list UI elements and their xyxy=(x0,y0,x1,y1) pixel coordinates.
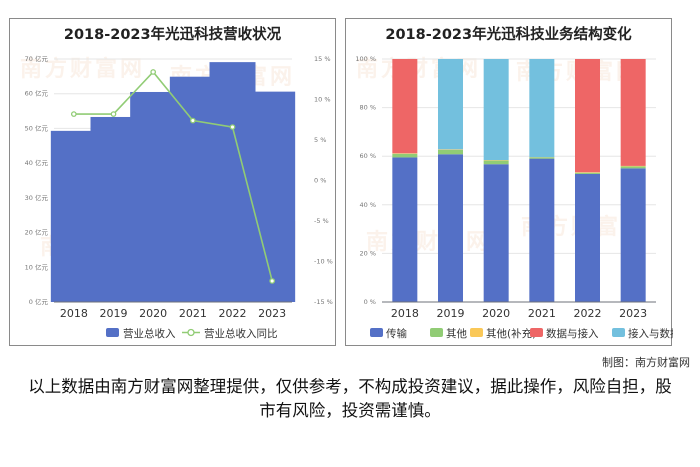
right-axis-tick-label: -5 % xyxy=(314,217,329,225)
stacked-bar-segment xyxy=(438,154,463,302)
stacked-bar-segment xyxy=(620,166,646,169)
x-tick-label: 2018 xyxy=(391,307,419,320)
left-axis-tick-label: 70 亿元 xyxy=(25,54,49,63)
yoy-line xyxy=(73,70,273,282)
legend-label: 营业总收入 xyxy=(123,327,176,340)
stacked-bar-segment xyxy=(438,59,463,150)
stacked-bar-segment xyxy=(529,157,555,159)
right-axis-tick-label: 15 % xyxy=(314,55,331,63)
revenue-bar xyxy=(169,76,216,302)
y-axis-tick-label: 40 % xyxy=(359,201,376,209)
right-axis-tick-label: -10 % xyxy=(314,258,333,266)
right-axis-tick-label: 0 % xyxy=(314,177,326,185)
x-tick-label: 2019 xyxy=(437,307,465,320)
right-axis-tick-label: -15 % xyxy=(314,298,333,306)
y-axis-tick-label: 60 % xyxy=(359,152,376,160)
left-axis-tick-label: 40 亿元 xyxy=(25,158,49,167)
yoy-point xyxy=(70,111,77,117)
y-axis-tick-label: 100 % xyxy=(355,55,376,63)
left-axis-tick-label: 50 亿元 xyxy=(25,123,49,132)
legend-label: 其他(补充) xyxy=(486,327,536,340)
stacked-bar-segment xyxy=(575,172,600,174)
legend-swatch-revenue xyxy=(106,328,119,337)
x-tick-label: 2022 xyxy=(219,307,247,320)
stacked-bar-segment xyxy=(392,153,418,158)
stacked-bar-segment xyxy=(483,160,509,165)
legend-label: 数据与接入 xyxy=(546,327,599,340)
stacked-bar-segment xyxy=(575,59,600,173)
disclaimer-text: 以上数据由南方财富网整理提供，仅供参考，不构成投资建议，据此操作，风险自担，股市… xyxy=(28,377,672,420)
legend-label: 营业总收入同比 xyxy=(204,327,278,340)
legend-label: 传输 xyxy=(386,327,407,340)
revenue-chart-panel: 2018-2023年光迅科技营收状况 南方财富网 南方财富网 南方财富网 南方财… xyxy=(9,18,336,346)
right-axis-tick-label: 10 % xyxy=(314,96,331,104)
business-structure-chart-title: 2018-2023年光迅科技业务结构变化 xyxy=(385,27,632,43)
yoy-point xyxy=(150,69,157,75)
chart-credit: 制图：南方财富网 xyxy=(602,356,690,369)
revenue-bar xyxy=(209,62,256,303)
x-tick-label: 2021 xyxy=(528,307,556,320)
x-tick-label: 2023 xyxy=(258,307,286,320)
legend-swatch xyxy=(430,328,443,337)
revenue-bar xyxy=(90,116,137,302)
yoy-point xyxy=(110,111,117,117)
right-axis-tick-label: 5 % xyxy=(314,136,326,144)
stacked-bar-segment xyxy=(483,59,509,161)
x-tick-label: 2021 xyxy=(179,307,207,320)
legend-swatch xyxy=(530,328,543,337)
left-axis-tick-label: 10 亿元 xyxy=(25,262,49,271)
stacked-bar-segment xyxy=(438,149,463,155)
legend-label: 接入与数据 xyxy=(628,327,673,340)
legend-swatch xyxy=(470,328,483,337)
revenue-bar xyxy=(249,91,296,302)
y-axis-tick-label: 0 % xyxy=(364,298,376,306)
legend-label: 其他 xyxy=(446,327,467,340)
yoy-point xyxy=(269,278,276,284)
x-tick-label: 2018 xyxy=(60,307,88,320)
x-tick-label: 2019 xyxy=(100,307,128,320)
x-tick-label: 2020 xyxy=(482,307,510,320)
x-tick-label: 2023 xyxy=(619,307,647,320)
revenue-bar xyxy=(50,130,97,302)
stacked-bar-segment xyxy=(529,59,555,158)
stacked-bar-segment xyxy=(392,157,418,302)
stacked-bar-segment xyxy=(575,173,600,302)
stacked-bar-segment xyxy=(483,164,509,302)
revenue-chart-svg: 0 亿元 10 亿元 20 亿元 30 亿元 40 亿元 50 亿元 60 亿元 70 亿元 -… xyxy=(25,54,333,340)
business-structure-chart-svg: 0 % 20 % 40 % 60 % 80 % 100 % 2018 2019 2020 2021… xyxy=(355,55,673,340)
yoy-point xyxy=(189,117,196,124)
y-axis-tick-label: 80 % xyxy=(359,104,376,112)
left-axis-tick-label: 20 亿元 xyxy=(25,228,49,237)
stacked-bar-segment xyxy=(620,168,646,302)
revenue-bar xyxy=(130,91,177,302)
left-axis-tick-label: 30 亿元 xyxy=(25,193,49,202)
legend-swatch xyxy=(612,328,625,337)
stacked-bar-segment xyxy=(392,59,418,154)
legend-swatch-yoy-marker xyxy=(187,328,195,337)
yoy-point xyxy=(229,124,236,130)
x-tick-label: 2022 xyxy=(574,307,602,320)
revenue-chart-title: 2018-2023年光迅科技营收状况 xyxy=(63,27,282,43)
left-axis-tick-label: 0 亿元 xyxy=(29,297,49,306)
left-axis-tick-label: 60 亿元 xyxy=(25,89,49,98)
stacked-bar-segment xyxy=(529,158,555,302)
stacked-bar-segment xyxy=(620,59,646,166)
business-structure-chart-panel: 2018-2023年光迅科技业务结构变化 南方财富网 南方财富网 南方财富网 南… xyxy=(345,18,673,346)
y-axis-tick-label: 20 % xyxy=(359,249,376,257)
legend-swatch xyxy=(370,328,383,337)
x-tick-label: 2020 xyxy=(139,307,167,320)
